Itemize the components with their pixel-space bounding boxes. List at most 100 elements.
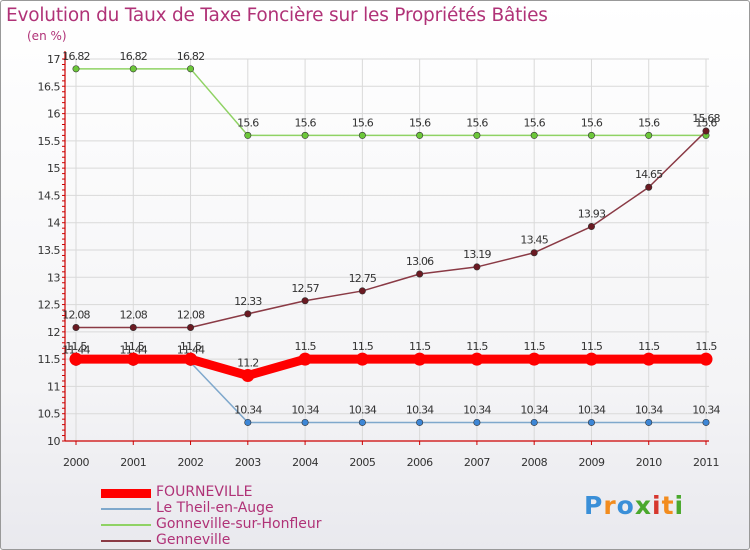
data-point — [358, 287, 366, 295]
data-label: 11.5 — [581, 340, 603, 353]
y-tick-label: 15 — [47, 162, 60, 175]
x-tick-label: 2005 — [349, 456, 375, 469]
data-label: 12.08 — [120, 308, 148, 321]
data-point — [530, 418, 538, 426]
data-label: 10.34 — [635, 403, 663, 416]
y-tick-label: 15.5 — [38, 135, 61, 148]
series-line — [71, 354, 711, 381]
y-tick-label: 14.5 — [38, 189, 61, 202]
data-point — [126, 352, 140, 366]
data-point — [241, 369, 255, 383]
chart-title: Evolution du Taux de Taxe Foncière sur l… — [6, 5, 548, 26]
data-point — [530, 249, 538, 257]
legend-swatch — [101, 524, 151, 526]
logo-letter: i — [674, 491, 685, 520]
data-point — [416, 131, 424, 139]
data-point — [642, 352, 656, 366]
data-point — [416, 270, 424, 278]
logo-letter: r — [603, 491, 617, 520]
data-point — [301, 297, 309, 305]
x-tick-label: 2003 — [235, 456, 261, 469]
data-label: 11.5 — [123, 340, 145, 353]
data-point — [584, 352, 598, 366]
data-point — [702, 418, 710, 426]
x-tick-label: 2004 — [292, 456, 318, 469]
data-point — [470, 352, 484, 366]
y-tick-label: 10.5 — [38, 408, 61, 421]
data-label: 16.82 — [62, 50, 90, 63]
data-point — [69, 352, 83, 366]
y-tick-label: 10 — [47, 435, 60, 448]
data-point — [587, 131, 595, 139]
data-label: 12.08 — [62, 308, 90, 321]
data-label: 13.06 — [406, 255, 434, 268]
legend-label: Genneville — [156, 532, 231, 548]
data-point — [527, 352, 541, 366]
data-label: 10.34 — [234, 403, 262, 416]
y-tick-label: 14 — [47, 217, 60, 230]
data-label: 15.6 — [294, 116, 316, 129]
data-label: 10.34 — [406, 403, 434, 416]
data-point — [473, 131, 481, 139]
data-point — [473, 418, 481, 426]
x-tick-label: 2000 — [63, 456, 89, 469]
data-label: 15.6 — [638, 116, 660, 129]
legend-label: Gonneville-sur-Honfleur — [156, 516, 322, 532]
data-point — [72, 65, 80, 73]
data-label: 14.65 — [635, 168, 663, 181]
data-point — [355, 352, 369, 366]
data-point — [358, 131, 366, 139]
data-label: 10.34 — [291, 403, 319, 416]
data-label: 10.34 — [463, 403, 491, 416]
data-label: 11.5 — [352, 340, 374, 353]
data-label: 11.5 — [524, 340, 546, 353]
data-point — [645, 418, 653, 426]
data-label: 12.75 — [349, 272, 377, 285]
x-tick-label: 2002 — [178, 456, 204, 469]
series-line — [75, 130, 707, 329]
data-label: 10.34 — [520, 403, 548, 416]
x-tick-label: 2010 — [636, 456, 662, 469]
x-tick-label: 2011 — [693, 456, 719, 469]
data-point — [645, 131, 653, 139]
data-point — [244, 418, 252, 426]
data-point — [244, 131, 252, 139]
data-point — [72, 323, 80, 331]
data-point — [587, 418, 595, 426]
logo-letter: P — [584, 491, 604, 520]
data-point — [129, 65, 137, 73]
data-point — [473, 263, 481, 271]
y-tick-label: 11 — [47, 380, 60, 393]
legend-swatch — [101, 508, 151, 510]
data-point — [187, 65, 195, 73]
data-label: 11.5 — [638, 340, 660, 353]
logo-letter: i — [652, 491, 662, 520]
data-label: 15.6 — [409, 116, 431, 129]
data-label: 15.6 — [581, 116, 603, 129]
data-point — [129, 323, 137, 331]
data-label: 15.6 — [466, 116, 488, 129]
data-label: 12.57 — [291, 282, 319, 295]
data-point — [702, 127, 710, 135]
series-genneville: 12.08 12.08 12.08 12.33 12.57 12.75 13.06 13.19… — [62, 112, 721, 331]
data-point — [301, 418, 309, 426]
data-label: 15.68 — [692, 112, 720, 125]
data-label: 10.34 — [349, 403, 377, 416]
data-label: 11.5 — [695, 340, 717, 353]
data-point — [699, 352, 713, 366]
x-tick-label: 2008 — [521, 456, 547, 469]
data-label: 15.6 — [352, 116, 374, 129]
proxiti-logo: Proxiti — [584, 491, 684, 520]
data-point — [530, 131, 538, 139]
data-point — [301, 131, 309, 139]
data-label: 15.6 — [237, 116, 259, 129]
data-label: 11.44 — [62, 343, 90, 356]
y-tick-label: 12.5 — [38, 299, 61, 312]
logo-letter: x — [634, 491, 652, 520]
series-line — [75, 68, 707, 137]
y-tick-label: 17 — [47, 53, 60, 66]
data-label: 13.93 — [578, 208, 606, 221]
data-label: 15.6 — [695, 116, 717, 129]
